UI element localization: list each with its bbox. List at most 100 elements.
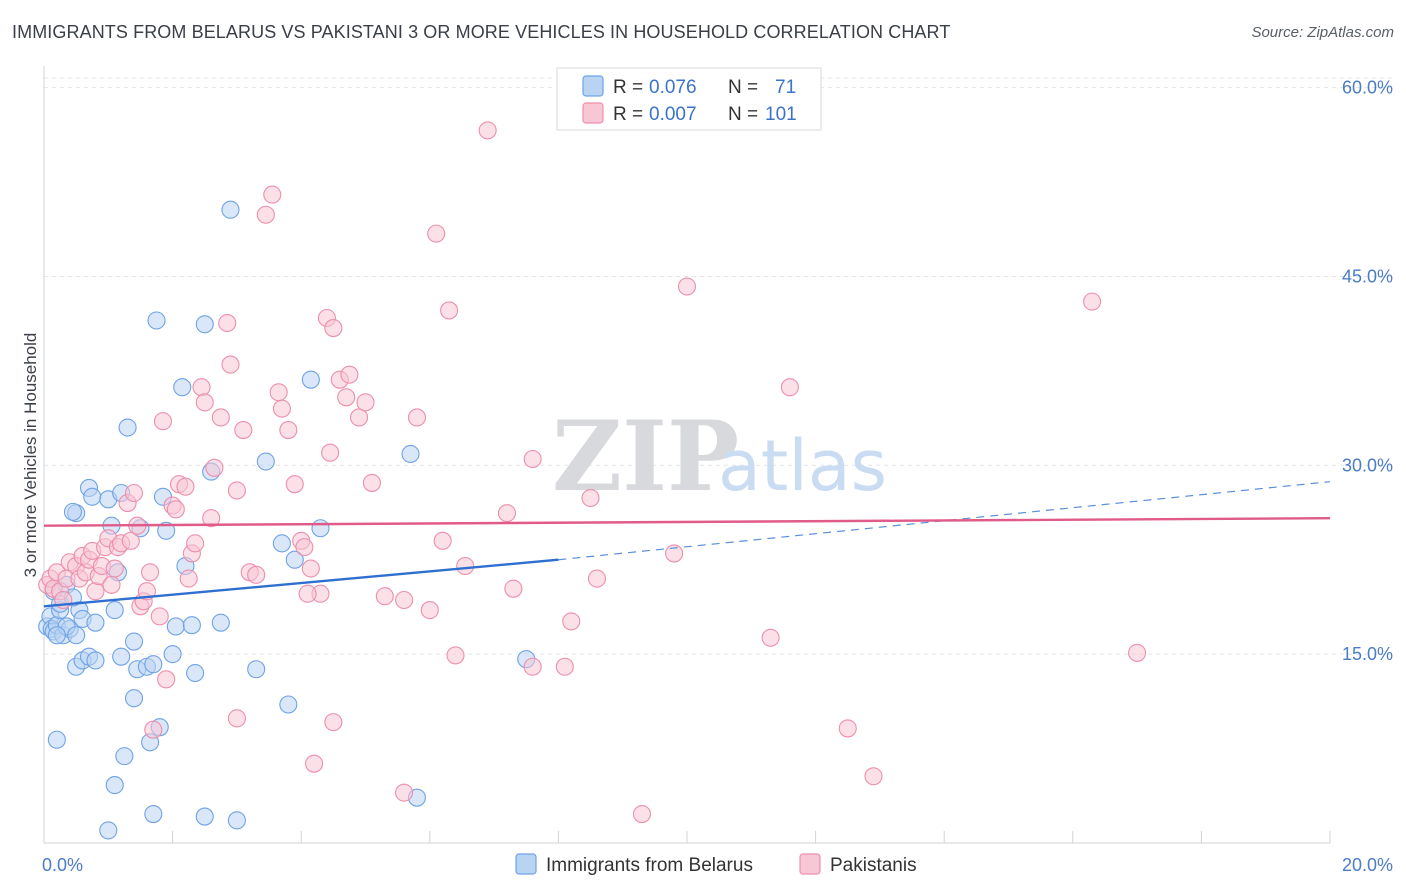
- stats-legend: R = 0.076 N = 71 R = 0.007 N = 101: [556, 67, 822, 131]
- legend-swatch-pakistanis: [582, 102, 604, 124]
- data-point: [1128, 643, 1147, 662]
- data-point: [256, 452, 275, 471]
- data-point: [195, 807, 214, 826]
- data-point: [67, 626, 86, 645]
- data-point: [157, 670, 176, 689]
- data-point: [186, 534, 205, 553]
- data-point: [141, 563, 160, 582]
- data-point: [350, 408, 369, 427]
- data-point: [440, 301, 459, 320]
- data-point: [401, 444, 420, 464]
- series-belarus-points: [38, 200, 536, 840]
- data-point: [555, 657, 574, 676]
- watermark-zip: ZIP: [552, 400, 739, 513]
- trend-line-pakistanis: [43, 516, 1331, 527]
- data-point: [173, 378, 192, 397]
- data-point: [186, 663, 205, 683]
- data-point: [1083, 292, 1102, 311]
- data-point: [86, 651, 105, 670]
- bottom-legend-swatch-belarus: [515, 853, 537, 875]
- data-point: [321, 443, 340, 462]
- data-point: [112, 647, 131, 666]
- data-point: [205, 458, 224, 477]
- data-point: [324, 319, 343, 338]
- x-tick-label: 20.0%: [1342, 855, 1393, 875]
- data-point: [221, 355, 240, 374]
- data-point: [311, 519, 330, 538]
- data-point: [478, 121, 497, 140]
- source-credit: Source: ZipAtlas.com: [1251, 24, 1394, 41]
- legend-r-label-pakistanis: R =: [613, 104, 643, 125]
- data-point: [144, 720, 163, 739]
- data-point: [395, 783, 414, 802]
- y-tick-label: 45.0%: [1342, 266, 1393, 286]
- data-point: [195, 393, 214, 412]
- y-tick-labels: 15.0% 30.0% 45.0% 60.0%: [1342, 78, 1393, 665]
- data-point: [780, 378, 799, 397]
- data-point: [305, 754, 324, 773]
- data-point: [523, 449, 542, 469]
- watermark-atlas: atlas: [718, 425, 887, 507]
- trend-lines: [43, 481, 1331, 608]
- data-point: [124, 632, 144, 651]
- data-point: [211, 613, 230, 632]
- axes: [43, 66, 1331, 844]
- data-point: [298, 584, 317, 603]
- y-axis-label: 3 or more Vehicles in Household: [21, 333, 40, 578]
- data-point: [227, 811, 246, 830]
- chart-title: IMMIGRANTS FROM BELARUS VS PAKISTANI 3 O…: [12, 22, 951, 42]
- data-point: [218, 313, 237, 333]
- data-point: [263, 185, 282, 204]
- data-point: [247, 565, 266, 584]
- data-point: [375, 587, 394, 606]
- data-point: [86, 613, 105, 632]
- data-point: [221, 200, 240, 219]
- data-point: [269, 383, 288, 402]
- legend-r-value-pakistanis: 0.007: [649, 104, 697, 125]
- data-point: [864, 767, 883, 786]
- data-point: [272, 534, 291, 553]
- data-point: [163, 645, 182, 664]
- series-pakistanis-points: [38, 121, 1147, 824]
- legend-n-label-pakistanis: N =: [728, 104, 758, 125]
- data-point: [433, 531, 452, 550]
- data-point: [83, 487, 102, 506]
- data-point: [144, 804, 163, 824]
- legend-n-label-belarus: N =: [728, 77, 758, 98]
- legend-n-value-belarus: 71: [775, 77, 796, 98]
- data-point: [340, 365, 359, 384]
- data-point: [157, 521, 176, 540]
- data-point: [587, 569, 607, 588]
- data-point: [176, 477, 195, 496]
- data-point: [562, 612, 581, 631]
- data-point: [166, 500, 185, 519]
- data-point: [211, 408, 230, 427]
- y-tick-label: 15.0%: [1342, 644, 1393, 664]
- data-point: [202, 509, 221, 528]
- legend-r-value-belarus: 0.076: [649, 77, 697, 98]
- data-point: [124, 483, 144, 503]
- data-point: [195, 315, 214, 334]
- data-point: [279, 695, 298, 714]
- data-point: [272, 399, 291, 418]
- data-point: [504, 579, 523, 598]
- data-point: [446, 646, 465, 665]
- data-point: [285, 475, 304, 494]
- data-point: [153, 412, 173, 431]
- data-point: [182, 616, 201, 635]
- data-point: [665, 544, 684, 563]
- data-point: [677, 277, 697, 296]
- data-point: [99, 821, 118, 840]
- data-point: [115, 747, 134, 766]
- x-tick-label: 0.0%: [42, 855, 83, 875]
- data-point: [301, 370, 320, 389]
- data-point: [247, 660, 266, 679]
- data-point: [256, 205, 275, 224]
- data-point: [86, 582, 105, 601]
- data-point: [407, 408, 426, 427]
- data-point: [121, 531, 140, 550]
- data-point: [124, 689, 144, 708]
- data-point: [227, 709, 246, 728]
- data-point: [301, 559, 320, 578]
- data-point: [497, 504, 517, 523]
